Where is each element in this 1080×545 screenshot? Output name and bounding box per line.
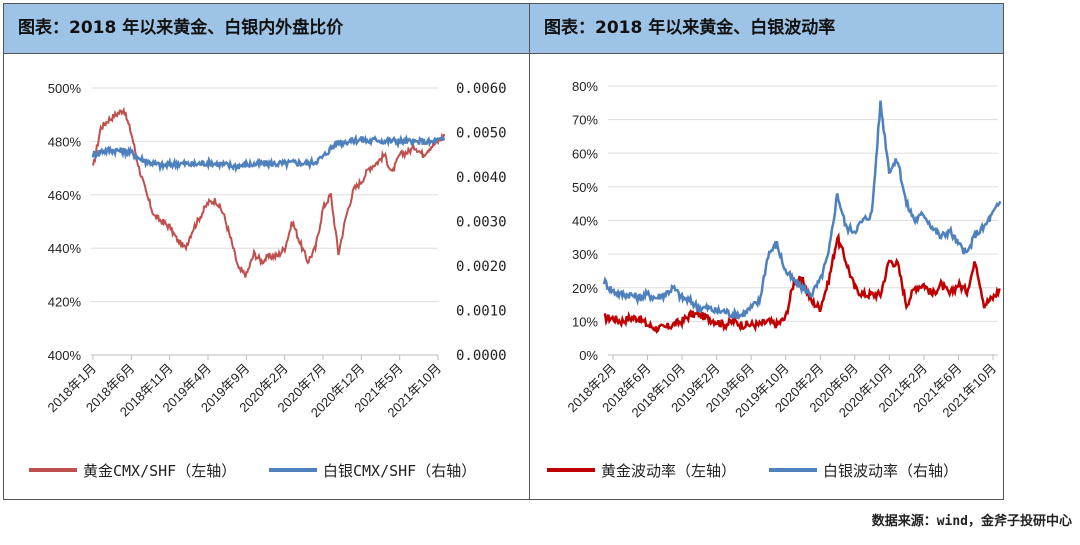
y-left-tick-label: 420% bbox=[48, 295, 82, 310]
y-left-tick-label: 20% bbox=[572, 281, 598, 296]
chart-title: 图表：2018 年以来黄金、白银波动率 bbox=[530, 4, 1003, 54]
y-right-tick-label: 0.0010 bbox=[456, 304, 507, 320]
y-right-tick-label: 0.0050 bbox=[456, 126, 507, 142]
y-left-tick-label: 80% bbox=[572, 79, 598, 94]
legend-label: 黄金波动率（左轴） bbox=[601, 462, 736, 480]
series-line-2 bbox=[602, 100, 1002, 321]
y-right-tick-label: 0.0040 bbox=[456, 170, 507, 186]
ratio-chart: 400% 420% 440% 460% 480% 500% 0.0000 0.0010 0.00… bbox=[29, 81, 507, 480]
y-left-tick-label: 440% bbox=[48, 241, 82, 256]
panel-price-ratio: 图表：2018 年以来黄金、白银内外盘比价 400% 420% 440% 460% 48… bbox=[3, 3, 530, 500]
y-right-tick-label: 0.0060 bbox=[456, 81, 507, 97]
volatility-chart: 0%10%20%30%40%50%60%70%80%2018年2月2018年6月… bbox=[547, 79, 1002, 480]
y-left-tick-label: 30% bbox=[572, 247, 598, 262]
y-right-tick-label: 0.0000 bbox=[456, 348, 507, 364]
y-left-tick-label: 500% bbox=[48, 81, 82, 96]
y-right-tick-label: 0.0030 bbox=[456, 215, 507, 231]
legend-label: 白银CMX/SHF（右轴） bbox=[323, 462, 476, 480]
chart-title: 图表：2018 年以来黄金、白银内外盘比价 bbox=[4, 4, 529, 54]
series-line-2 bbox=[91, 133, 446, 174]
panel-volatility: 图表：2018 年以来黄金、白银波动率 0% 10% 20% 30% 40% 50% 60%… bbox=[529, 3, 1004, 500]
series-line-1 bbox=[92, 106, 446, 278]
y-left-tick-label: 60% bbox=[572, 146, 598, 161]
y-left-tick-label: 50% bbox=[572, 180, 598, 195]
y-left-tick-label: 460% bbox=[48, 188, 82, 203]
y-left-tick-label: 0% bbox=[579, 348, 598, 363]
y-left-tick-label: 480% bbox=[48, 134, 82, 149]
y-right-tick-label: 0.0020 bbox=[456, 259, 507, 275]
legend-label: 白银波动率（右轴） bbox=[823, 462, 958, 480]
source-note: 数据来源：wind，金斧子投研中心 bbox=[871, 514, 1072, 529]
y-left-tick-label: 40% bbox=[572, 214, 598, 229]
y-left-tick-label: 10% bbox=[572, 314, 598, 329]
y-left-tick-label: 70% bbox=[572, 113, 598, 128]
y-left-tick-label: 400% bbox=[48, 348, 82, 363]
series-line-1 bbox=[603, 231, 1001, 334]
legend-label: 黄金CMX/SHF（左轴） bbox=[83, 462, 236, 480]
